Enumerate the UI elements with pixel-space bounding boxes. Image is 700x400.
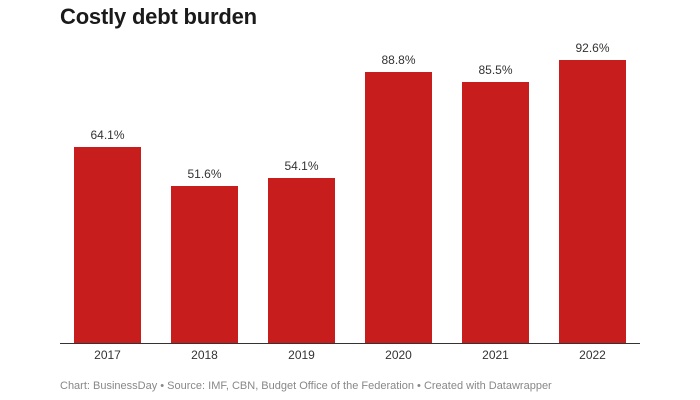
bar-2017 — [74, 147, 141, 344]
plot-area: 64.1% 51.6% 54.1% 88.8% 85.5% 92.6% — [60, 40, 640, 344]
x-axis-line — [60, 343, 640, 344]
value-label: 64.1% — [90, 128, 125, 142]
bar-2021 — [462, 82, 529, 344]
x-tick-label: 2020 — [385, 348, 412, 362]
chart-footer: Chart: BusinessDay • Source: IMF, CBN, B… — [60, 380, 552, 392]
value-label: 54.1% — [284, 159, 319, 173]
x-tick-label: 2018 — [191, 348, 218, 362]
value-label: 85.5% — [478, 63, 513, 77]
chart-title: Costly debt burden — [60, 4, 257, 29]
bar-2019 — [268, 178, 335, 344]
value-label: 92.6% — [575, 41, 610, 55]
bar-2020 — [365, 72, 432, 344]
x-tick-label: 2022 — [579, 348, 606, 362]
bar-2018 — [171, 186, 238, 344]
value-label: 88.8% — [381, 53, 416, 67]
x-tick-label: 2019 — [288, 348, 315, 362]
x-tick-label: 2017 — [94, 348, 121, 362]
x-tick-label: 2021 — [482, 348, 509, 362]
value-label: 51.6% — [187, 167, 222, 181]
bar-2022 — [559, 60, 626, 344]
